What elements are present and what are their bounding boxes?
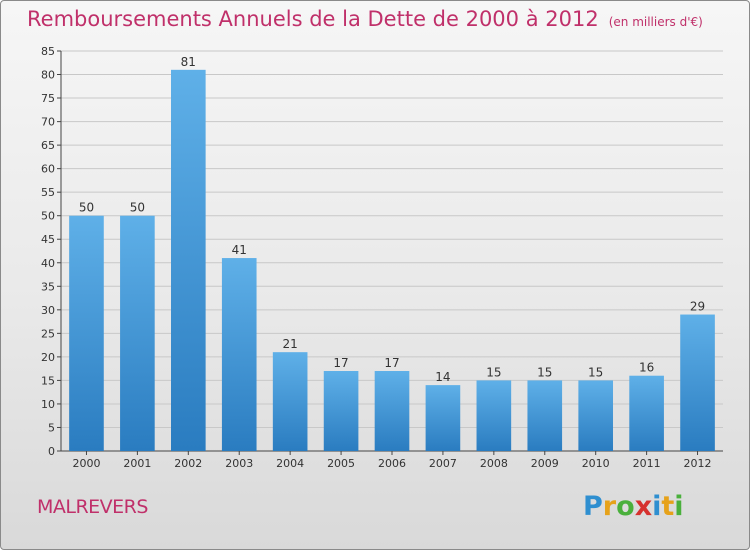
logo-letter: x: [634, 491, 653, 522]
y-tick-label: 50: [41, 210, 55, 223]
data-label: 41: [232, 243, 247, 257]
data-label: 29: [690, 300, 705, 314]
data-label: 81: [181, 55, 196, 69]
bar: [170, 69, 206, 451]
data-label: 17: [333, 356, 348, 370]
title-text: Remboursements Annuels de la Dette de 20…: [27, 7, 599, 31]
logo-letter: r: [602, 491, 617, 522]
y-tick-label: 5: [48, 421, 55, 434]
y-tick-label: 40: [41, 257, 55, 270]
x-tick-label: 2009: [531, 457, 559, 470]
bar: [527, 380, 563, 451]
x-tick-label: 2005: [327, 457, 355, 470]
x-tick-label: 2008: [480, 457, 508, 470]
data-label: 15: [486, 365, 501, 379]
data-label: 21: [283, 337, 298, 351]
bar: [680, 314, 715, 451]
logo-letter: t: [661, 491, 675, 522]
bar: [425, 385, 461, 451]
chart-title: Remboursements Annuels de la Dette de 20…: [27, 7, 703, 31]
data-label: 50: [79, 201, 94, 215]
y-tick-label: 35: [41, 280, 55, 293]
bar: [374, 371, 410, 451]
x-tick-label: 2012: [684, 457, 712, 470]
x-tick-label: 2003: [225, 457, 253, 470]
data-label: 15: [588, 365, 603, 379]
bar: [272, 352, 308, 451]
bar: [323, 371, 359, 451]
x-tick-label: 2011: [633, 457, 661, 470]
y-tick-label: 85: [41, 45, 55, 58]
bar: [120, 215, 155, 451]
logo-letter: o: [616, 491, 635, 522]
y-tick-label: 75: [41, 92, 55, 105]
bar: [69, 215, 104, 451]
data-label: 15: [537, 365, 552, 379]
commune-name: MALREVERS: [37, 496, 148, 518]
logo-letter: i: [652, 491, 662, 522]
logo-letter: P: [583, 491, 603, 522]
bar: [578, 380, 614, 451]
x-tick-label: 2001: [123, 457, 151, 470]
y-tick-label: 65: [41, 139, 55, 152]
data-label: 14: [435, 370, 450, 384]
y-tick-label: 0: [48, 445, 55, 458]
y-tick-label: 55: [41, 186, 55, 199]
y-tick-label: 30: [41, 304, 55, 317]
x-tick-label: 2007: [429, 457, 457, 470]
y-tick-label: 80: [41, 69, 55, 82]
y-tick-label: 60: [41, 163, 55, 176]
bar: [629, 375, 664, 451]
x-tick-label: 2006: [378, 457, 406, 470]
proxiti-logo: Proxiti: [583, 491, 684, 522]
data-label: 50: [130, 201, 145, 215]
y-tick-label: 15: [41, 374, 55, 387]
bar: [221, 258, 257, 451]
x-tick-label: 2004: [276, 457, 304, 470]
y-tick-label: 70: [41, 116, 55, 129]
y-tick-label: 20: [41, 351, 55, 364]
bar: [476, 380, 512, 451]
chart-subtitle: (en milliers d'€): [608, 15, 703, 29]
data-label: 17: [384, 356, 399, 370]
x-tick-label: 2002: [174, 457, 202, 470]
data-label: 16: [639, 361, 654, 375]
x-tick-label: 2010: [582, 457, 610, 470]
y-tick-label: 25: [41, 327, 55, 340]
logo-letter: i: [674, 491, 684, 522]
y-tick-label: 45: [41, 233, 55, 246]
x-tick-label: 2000: [72, 457, 100, 470]
y-tick-label: 10: [41, 398, 55, 411]
